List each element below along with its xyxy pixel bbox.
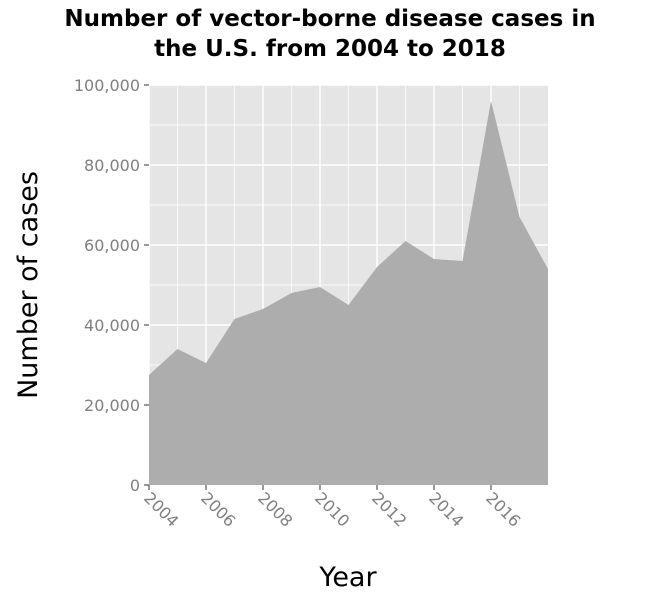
y-tick-label: 0 <box>130 476 140 495</box>
y-axis: 0 20,000 40,000 60,000 80,000 100,000 <box>74 76 149 495</box>
chart-title: Number of vector-borne disease cases in … <box>64 6 596 62</box>
y-tick-label: 100,000 <box>74 76 140 95</box>
x-axis-title: Year <box>318 562 377 593</box>
x-tick-label: 2016 <box>482 488 524 530</box>
area-series <box>149 101 548 485</box>
x-axis: 2004 2006 2008 2010 2012 2014 2016 <box>140 485 524 531</box>
x-tick-label: 2010 <box>311 488 353 530</box>
y-tick-label: 40,000 <box>84 316 140 335</box>
y-tick-label: 20,000 <box>84 396 140 415</box>
y-axis-title: Number of cases <box>13 171 44 399</box>
y-tick-label: 80,000 <box>84 156 140 175</box>
x-tick-label: 2006 <box>197 488 239 530</box>
x-tick-label: 2012 <box>368 488 410 530</box>
x-tick-label: 2014 <box>425 488 467 530</box>
x-tick-label: 2004 <box>140 488 182 530</box>
x-tick-label: 2008 <box>254 488 296 530</box>
y-tick-label: 60,000 <box>84 236 140 255</box>
